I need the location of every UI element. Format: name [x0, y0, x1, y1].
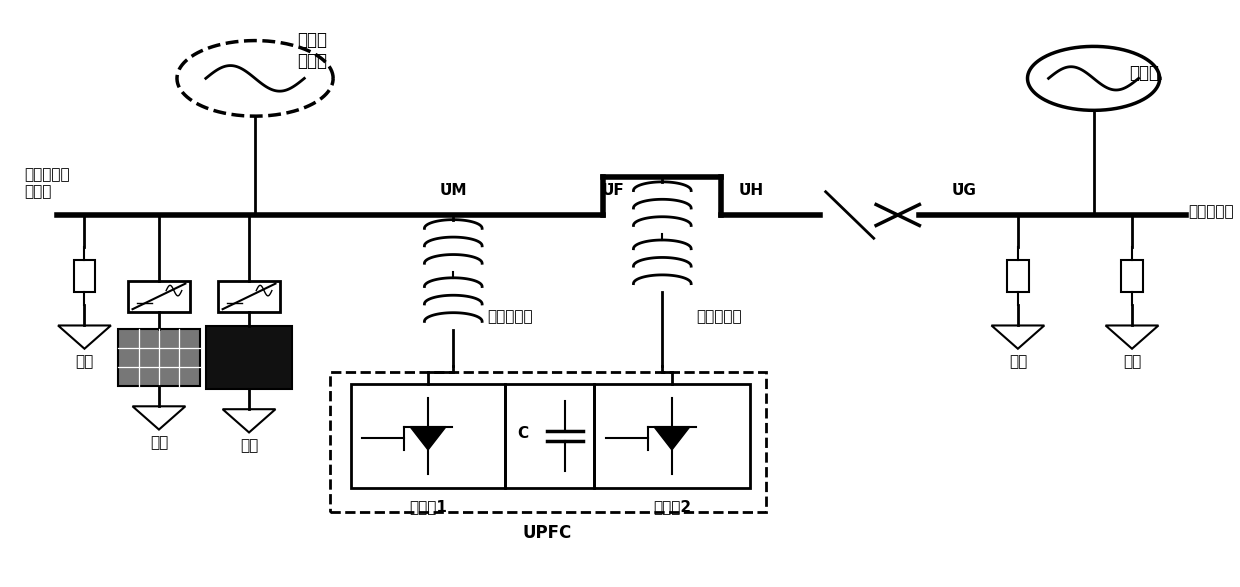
- Text: 光储发
电系统: 光储发 电系统: [298, 31, 327, 70]
- Text: 变流器2: 变流器2: [652, 499, 691, 514]
- Text: U̇G: U̇G: [951, 183, 976, 198]
- Bar: [218, 281, 280, 312]
- Text: U̇F: U̇F: [601, 183, 625, 198]
- Text: C: C: [517, 426, 528, 441]
- Text: UPFC: UPFC: [523, 524, 572, 542]
- Bar: [1121, 260, 1143, 292]
- Text: U̇H: U̇H: [739, 183, 764, 198]
- Bar: [1007, 260, 1029, 292]
- Text: 并联变压器: 并联变压器: [487, 309, 532, 324]
- Text: 负载: 负载: [1123, 355, 1141, 370]
- Bar: [505, 384, 594, 488]
- Bar: [594, 384, 750, 488]
- Text: 负载: 负载: [76, 355, 93, 370]
- Bar: [118, 329, 200, 386]
- Bar: [73, 260, 95, 292]
- Text: 负载: 负载: [1009, 355, 1027, 370]
- Text: 大电网母线: 大电网母线: [1188, 205, 1234, 220]
- Bar: [351, 384, 505, 488]
- Text: 储能: 储能: [239, 438, 258, 453]
- Text: 变流器1: 变流器1: [409, 499, 446, 514]
- Text: 光伏: 光伏: [150, 436, 169, 450]
- Polygon shape: [653, 427, 689, 450]
- Text: 串联变压器: 串联变压器: [696, 309, 742, 324]
- Bar: [128, 281, 190, 312]
- Text: 光储发电系
统母线: 光储发电系 统母线: [25, 167, 69, 199]
- Text: 大电网: 大电网: [1130, 63, 1159, 82]
- Bar: [330, 372, 765, 511]
- Text: U̇M: U̇M: [439, 183, 467, 198]
- Polygon shape: [410, 427, 446, 450]
- Bar: [206, 326, 293, 389]
